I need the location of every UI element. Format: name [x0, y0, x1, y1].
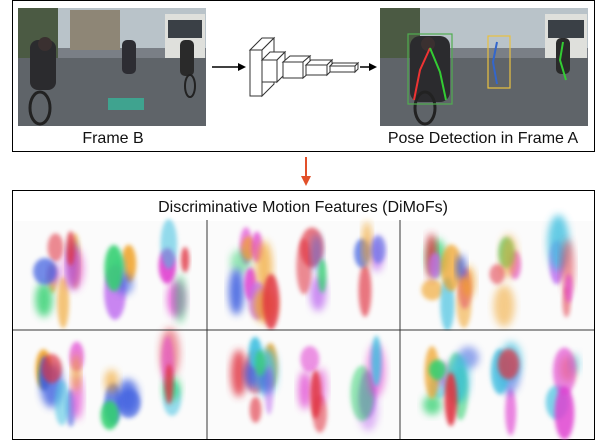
motion-blob: [255, 350, 265, 376]
motion-blob: [104, 245, 123, 292]
motion-blob: [101, 401, 119, 430]
motion-blob: [161, 219, 178, 269]
motion-blob: [310, 370, 321, 418]
motion-blob: [263, 274, 280, 330]
motion-blob: [371, 235, 385, 263]
motion-blob: [456, 255, 465, 280]
motion-blob: [362, 221, 371, 268]
motion-blob: [429, 360, 446, 380]
motion-blob: [104, 369, 118, 392]
motion-blob: [371, 336, 381, 386]
motion-blob: [553, 348, 576, 395]
motion-blob: [298, 371, 311, 409]
motion-blob: [318, 259, 327, 293]
motion-blob: [72, 354, 80, 392]
pose-detection-image: [380, 8, 588, 126]
features-title: Discriminative Motion Features (DiMoFs): [158, 199, 448, 216]
motion-blob: [489, 264, 504, 284]
motion-blob: [300, 346, 319, 372]
motion-blob: [494, 285, 515, 327]
motion-blob: [505, 388, 516, 435]
motion-blob: [175, 274, 187, 324]
motion-blob: [33, 258, 56, 285]
motion-blob: [48, 233, 64, 261]
motion-blob: [565, 274, 573, 303]
motion-blob: [165, 364, 173, 404]
motion-blob: [296, 239, 311, 295]
frame-b-image: [18, 8, 206, 126]
motion-blob: [41, 354, 62, 383]
figure: Frame B Pose Detection in Frame A Discri…: [0, 0, 596, 440]
motion-blob: [456, 277, 471, 328]
motion-blob: [445, 373, 457, 426]
network-diagram: [250, 38, 358, 96]
motion-blob: [498, 349, 519, 380]
motion-blob: [359, 264, 372, 317]
motion-blob: [250, 397, 262, 423]
motion-blob: [66, 231, 75, 266]
motion-blob: [181, 247, 189, 273]
motion-blob: [55, 380, 70, 425]
motion-blob: [231, 350, 247, 397]
motion-blob: [429, 253, 442, 279]
pose-caption: Pose Detection in Frame A: [388, 130, 579, 147]
motion-blob: [35, 282, 52, 317]
feature-maps: [14, 215, 594, 440]
motion-blob: [421, 279, 443, 300]
motion-blob: [229, 268, 244, 315]
frame-b-caption: Frame B: [82, 130, 143, 147]
